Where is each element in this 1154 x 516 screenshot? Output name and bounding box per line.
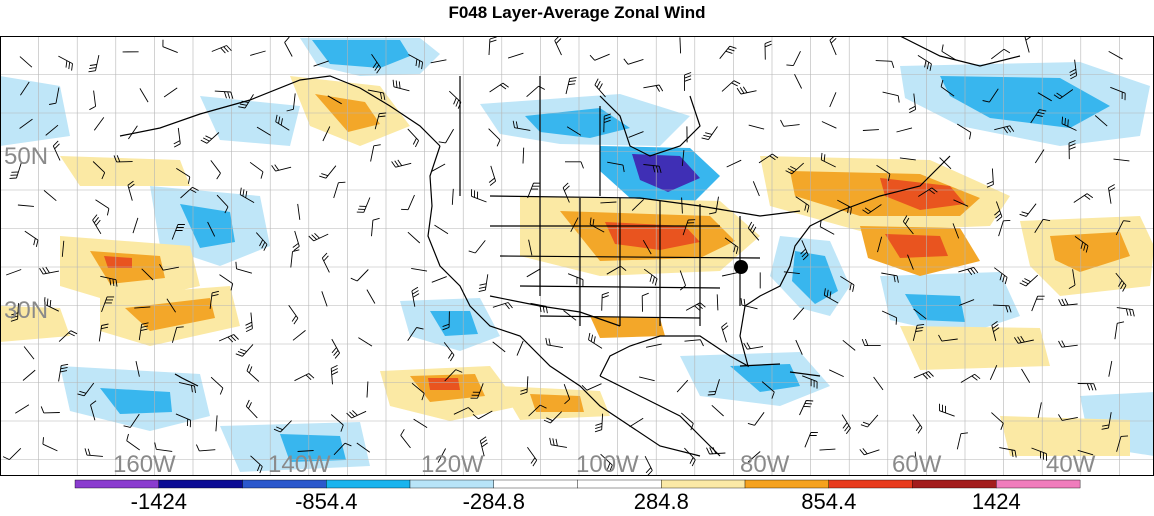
colorbar-label: -284.8 — [463, 489, 525, 511]
colorbar-swatch — [75, 480, 159, 488]
colorbar-swatch — [578, 480, 662, 488]
colorbar-label: -854.4 — [295, 489, 357, 511]
map-panel: 50N 30N 160W 140W 120W 100W 80W 60W 40W — [0, 36, 1154, 476]
colorbar-swatches — [75, 480, 1080, 488]
colorbar-swatch — [326, 480, 410, 488]
pos-region-tropical-mid-core — [530, 394, 584, 412]
colorbar-swatch — [829, 480, 913, 488]
colorbar-swatch — [494, 480, 578, 488]
map-canvas: 50N 30N 160W 140W 120W 100W 80W 60W 40W — [0, 36, 1154, 476]
neg-region-far-west — [0, 76, 70, 146]
colorbar-labels: -1424 -854.4 -284.8 284.8 854.4 1424 — [131, 489, 1021, 511]
colorbar-swatch — [410, 480, 494, 488]
pos-region-pacific-sw-deep — [104, 256, 132, 268]
pos-region-tropical-east-pac-deep — [428, 378, 460, 390]
colorbar-label: 854.4 — [801, 489, 856, 511]
pos-region-north-pacific — [60, 156, 190, 186]
lon-label-40w: 40W — [1046, 451, 1096, 476]
station-marker — [734, 260, 748, 274]
colorbar-label: 1424 — [972, 489, 1021, 511]
lon-label-160w: 160W — [113, 451, 176, 476]
pos-region-central-atlantic — [900, 326, 1050, 370]
colorbar: -1424 -854.4 -284.8 284.8 854.4 1424 — [0, 476, 1154, 511]
lat-label-30n: 30N — [4, 297, 48, 324]
map-title: F048 Layer-Average Zonal Wind — [0, 0, 1154, 26]
colorbar-swatch — [243, 480, 327, 488]
colorbar-swatch — [913, 480, 997, 488]
lat-label-50n: 50N — [4, 143, 48, 170]
pos-region-atlantic-south — [1000, 416, 1130, 456]
colorbar-swatch — [996, 480, 1080, 488]
colorbar-swatch — [661, 480, 745, 488]
colorbar-swatch — [745, 480, 829, 488]
lon-label-100w: 100W — [576, 451, 639, 476]
lon-label-140w: 140W — [268, 451, 331, 476]
colorbar-canvas: -1424 -854.4 -284.8 284.8 854.4 1424 — [0, 476, 1154, 511]
lon-label-80w: 80W — [740, 451, 790, 476]
lon-label-60w: 60W — [892, 451, 942, 476]
colorbar-label: 284.8 — [634, 489, 689, 511]
colorbar-swatch — [159, 480, 243, 488]
lon-label-120w: 120W — [421, 451, 484, 476]
colorbar-label: -1424 — [131, 489, 187, 511]
